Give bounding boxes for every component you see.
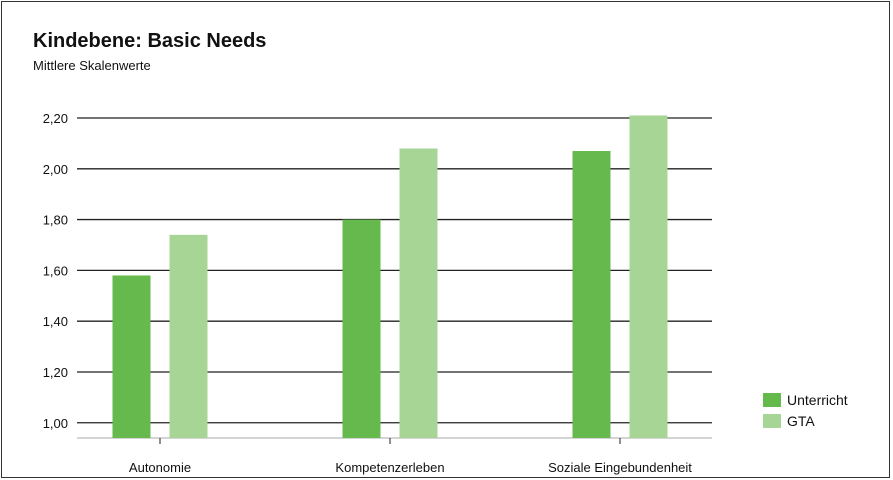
bar-gta (169, 234, 208, 438)
x-tick-label: Kompetenzerleben (335, 460, 444, 475)
legend-label-unterricht: Unterricht (787, 392, 848, 408)
bar-unterricht (342, 219, 381, 438)
x-tick-label: Soziale Eingebundenheit (548, 460, 692, 475)
chart-title: Kindebene: Basic Needs (33, 30, 267, 52)
bar-unterricht (112, 275, 151, 438)
x-tick-label: Autonomie (129, 460, 191, 475)
legend-swatch-gta (763, 414, 781, 428)
y-tick-label: 2,20 (43, 111, 68, 126)
y-tick-label: 1,60 (43, 263, 68, 278)
y-tick-label: 1,20 (43, 365, 68, 380)
bar-gta (629, 115, 668, 438)
y-tick-label: 1,00 (43, 416, 68, 431)
y-tick-label: 2,00 (43, 162, 68, 177)
y-tick-label: 1,80 (43, 213, 68, 228)
chart-subtitle: Mittlere Skalenwerte (33, 58, 151, 73)
y-tick-label: 1,40 (43, 314, 68, 329)
legend-swatch-unterricht (763, 393, 781, 407)
bar-unterricht (572, 151, 611, 438)
legend-label-gta: GTA (787, 413, 815, 429)
bar-gta (399, 148, 438, 438)
